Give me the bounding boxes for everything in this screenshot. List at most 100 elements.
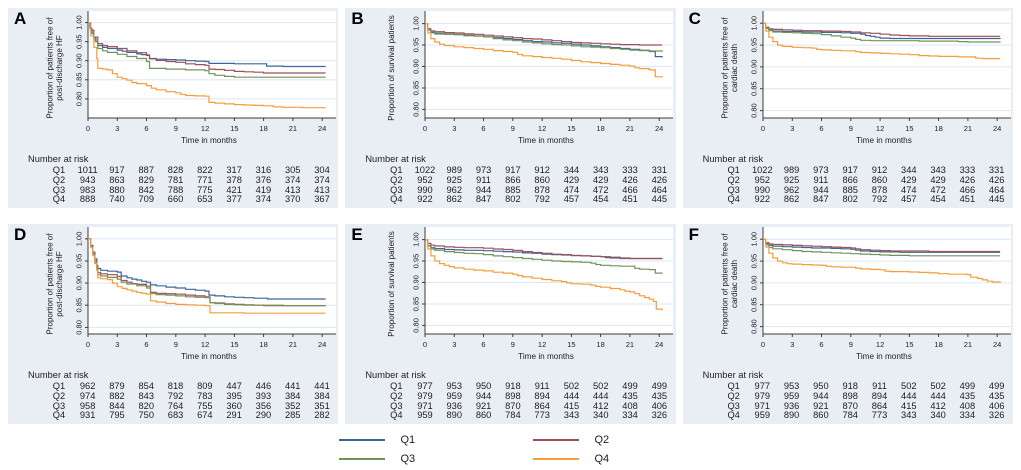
risk-cells: 959 890 860 784 773 343 340 334 326 (748, 410, 1012, 420)
y-tick-label: 0.80 (75, 92, 84, 107)
risk-count: 792 (534, 194, 550, 205)
risk-count: 962 (446, 184, 463, 195)
risk-count: 990 (754, 184, 771, 195)
risk-count: 925 (783, 174, 800, 185)
y-tick-label: 0.90 (749, 276, 758, 291)
y-tick-label: 0.85 (412, 81, 421, 96)
series-line-Q4 (425, 23, 664, 78)
x-tick-label: 12 (538, 124, 546, 133)
y-tick-label: 0.95 (749, 254, 758, 269)
risk-cells: 962 879 854 818 809 447 446 441 441 (73, 381, 337, 391)
risk-count: 977 (417, 380, 433, 391)
risk-count: 863 (109, 174, 125, 185)
panel-label-B: B (351, 9, 364, 28)
risk-count: 377 (226, 194, 242, 205)
risk-count: 820 (138, 400, 154, 411)
risk-count: 788 (167, 184, 184, 195)
x-tick-label: 24 (655, 340, 663, 349)
x-tick-label: 18 (259, 340, 267, 349)
risk-count: 451 (622, 194, 638, 205)
risk-row-Q1: Q1 1011 917 887 828 822 317 316 305 304 (8, 165, 338, 175)
risk-row-label: Q4 (727, 194, 740, 205)
risk-count: 775 (197, 184, 213, 195)
risk-count: 435 (651, 390, 668, 401)
x-tick-label: 3 (115, 340, 119, 349)
legend-item-q4: Q4 (532, 453, 683, 465)
x-tick-label: 12 (538, 340, 546, 349)
risk-count: 502 (593, 380, 609, 391)
risk-row-Q2: Q2 952 925 911 866 860 429 429 426 426 (345, 175, 675, 185)
risk-count: 1022 (414, 164, 436, 175)
risk-count: 340 (593, 410, 609, 421)
risk-row-label: Q4 (390, 410, 403, 421)
risk-count: 316 (255, 164, 272, 175)
number-at-risk-table-C: Number at risk Q1 1022 989 973 917 912 344 343 33… (683, 154, 1013, 204)
risk-count: 441 (284, 380, 301, 391)
x-tick-label: 0 (761, 340, 765, 349)
risk-count: 445 (651, 194, 668, 205)
number-at-risk-label: Number at risk (365, 154, 426, 164)
x-tick-label: 9 (174, 124, 178, 133)
risk-count: 444 (593, 390, 609, 401)
risk-count: 844 (109, 400, 125, 411)
panel-A: A 0.80 0.85 0.90 0.95 1.00 0 3 6 9 12 15 18 21 24 Propo… (8, 8, 339, 208)
risk-count: 829 (138, 174, 154, 185)
risk-cells: 974 882 843 792 783 395 393 384 384 (73, 391, 337, 401)
risk-count: 376 (255, 174, 272, 185)
series-line-Q3 (425, 239, 664, 274)
risk-count: 426 (622, 174, 638, 185)
x-tick-label: 24 (993, 340, 1001, 349)
x-tick-label: 0 (86, 124, 90, 133)
legend-row: Q3 Q4 (338, 453, 683, 465)
x-tick-label: 15 (568, 340, 576, 349)
x-tick-label: 15 (568, 124, 576, 133)
risk-count: 447 (226, 380, 242, 391)
risk-count: 282 (314, 410, 330, 421)
risk-count: 870 (505, 400, 521, 411)
risk-count: 333 (622, 164, 638, 175)
x-axis-title: Time in months (181, 352, 237, 361)
risk-count: 983 (79, 184, 96, 195)
y-axis-title: Proportion of patients free of (720, 233, 729, 335)
x-tick-label: 18 (597, 340, 605, 349)
risk-count: 959 (446, 390, 463, 401)
y-tick-label: 1.00 (749, 232, 758, 247)
risk-count: 343 (930, 164, 946, 175)
y-tick-label: 0.95 (412, 38, 421, 53)
risk-count: 795 (109, 410, 125, 421)
legend-item-q3: Q3 (338, 453, 489, 465)
panel-F: F 0.80 0.85 0.90 0.95 1.00 0 3 6 9 12 15 18 21 24 Propo… (682, 224, 1013, 424)
risk-row-Q3: Q3 971 936 921 870 864 415 412 408 406 (683, 401, 1013, 411)
plot-area (425, 227, 674, 334)
risk-count: 415 (563, 400, 580, 411)
risk-cells: 1022 989 973 917 912 344 343 333 331 (748, 165, 1012, 175)
risk-count: 887 (138, 164, 154, 175)
risk-row-Q3: Q3 983 880 842 788 775 421 419 413 413 (8, 185, 338, 195)
x-axis-title: Time in months (856, 352, 912, 361)
y-tick-label: 0.85 (749, 81, 758, 96)
risk-count: 771 (197, 174, 213, 185)
x-axis-title: Time in months (518, 352, 574, 361)
risk-count: 953 (783, 380, 800, 391)
y-axis-title: Proportion of survival patients (387, 15, 396, 120)
risk-row-label: Q2 (390, 390, 403, 401)
risk-row-Q4: Q4 888 740 709 660 653 377 374 370 367 (8, 194, 338, 204)
series-line-Q1 (762, 238, 1000, 253)
risk-count: 429 (901, 174, 917, 185)
risk-count: 990 (417, 184, 433, 195)
risk-count: 653 (197, 194, 213, 205)
risk-count: 352 (284, 400, 301, 411)
number-at-risk-label: Number at risk (702, 370, 764, 380)
risk-count: 464 (651, 184, 668, 195)
risk-count: 351 (314, 400, 330, 411)
km-plot-A: 0.80 0.85 0.90 0.95 1.00 0 3 6 9 12 15 18 21 24 Propor… (46, 11, 336, 145)
legend-line-q3 (338, 458, 385, 460)
risk-count: 936 (446, 400, 463, 411)
risk-count: 429 (563, 174, 580, 185)
risk-row-Q4: Q4 959 890 860 784 773 343 340 334 326 (683, 410, 1013, 420)
risk-count: 413 (314, 184, 330, 195)
risk-count: 502 (901, 380, 917, 391)
km-figure-panels: A 0.80 0.85 0.90 0.95 1.00 0 3 6 9 12 15 18 21 24 Propo… (8, 8, 1013, 424)
risk-count: 435 (959, 390, 976, 401)
legend-line-q4 (532, 458, 579, 460)
